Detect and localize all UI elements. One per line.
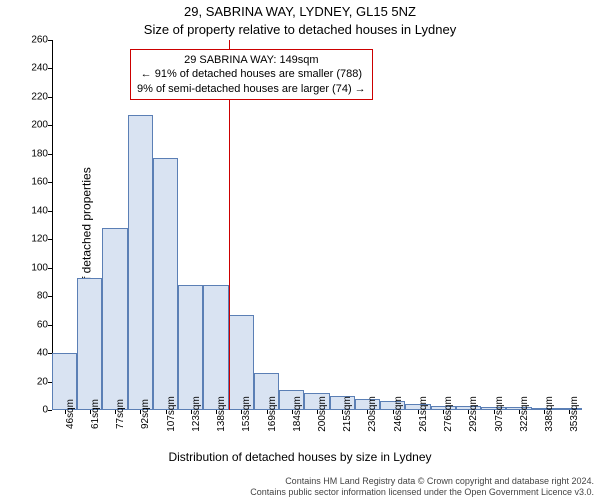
y-tick-label: 120 — [31, 234, 48, 245]
y-tick-mark — [48, 325, 52, 326]
annotation-line-1: 29 SABRINA WAY: 149sqm — [137, 53, 366, 67]
y-tick-mark — [48, 154, 52, 155]
x-tick-label: 46sqm — [65, 399, 76, 429]
y-tick-label: 100 — [31, 262, 48, 273]
histogram-bar — [203, 285, 228, 410]
x-tick-label: 353sqm — [569, 396, 580, 432]
x-tick-label: 169sqm — [267, 396, 278, 432]
x-tick-label: 246sqm — [393, 396, 404, 432]
y-tick-mark — [48, 125, 52, 126]
y-tick-label: 140 — [31, 205, 48, 216]
annotation-line-2: ← 91% of detached houses are smaller (78… — [137, 67, 366, 81]
y-tick-label: 200 — [31, 120, 48, 131]
y-tick-label: 40 — [37, 348, 48, 359]
histogram-bar — [153, 158, 178, 410]
y-tick-label: 260 — [31, 35, 48, 46]
y-tick-mark — [48, 40, 52, 41]
x-tick-label: 61sqm — [90, 399, 101, 429]
y-tick-label: 60 — [37, 319, 48, 330]
annotation-box: 29 SABRINA WAY: 149sqm ← 91% of detached… — [130, 49, 373, 100]
y-tick-mark — [48, 97, 52, 98]
x-tick-label: 322sqm — [519, 396, 530, 432]
x-tick-label: 338sqm — [544, 396, 555, 432]
footer-line-2: Contains public sector information licen… — [250, 487, 594, 498]
y-tick-mark — [48, 211, 52, 212]
annotation-line-3: 9% of semi-detached houses are larger (7… — [137, 82, 366, 96]
histogram-bar — [178, 285, 203, 410]
y-tick-mark — [48, 239, 52, 240]
x-tick-label: 153sqm — [241, 396, 252, 432]
x-tick-label: 292sqm — [468, 396, 479, 432]
x-tick-label: 276sqm — [443, 396, 454, 432]
x-tick-label: 261sqm — [418, 396, 429, 432]
y-tick-label: 20 — [37, 376, 48, 387]
x-tick-label: 77sqm — [115, 399, 126, 429]
footer-line-1: Contains HM Land Registry data © Crown c… — [250, 476, 594, 487]
x-tick-label: 200sqm — [317, 396, 328, 432]
subtitle: Size of property relative to detached ho… — [0, 22, 600, 37]
histogram-bar — [128, 115, 153, 410]
address-title: 29, SABRINA WAY, LYDNEY, GL15 5NZ — [0, 4, 600, 19]
y-tick-mark — [48, 296, 52, 297]
x-tick-label: 123sqm — [191, 396, 202, 432]
x-tick-label: 307sqm — [494, 396, 505, 432]
y-tick-label: 220 — [31, 91, 48, 102]
y-tick-label: 240 — [31, 63, 48, 74]
histogram-bar — [102, 228, 127, 410]
x-axis-label: Distribution of detached houses by size … — [0, 450, 600, 464]
chart-container: 29, SABRINA WAY, LYDNEY, GL15 5NZ Size o… — [0, 0, 600, 500]
x-tick-label: 215sqm — [342, 396, 353, 432]
footer: Contains HM Land Registry data © Crown c… — [250, 476, 594, 498]
y-tick-mark — [48, 68, 52, 69]
x-tick-label: 92sqm — [140, 399, 151, 429]
y-tick-mark — [48, 182, 52, 183]
x-tick-label: 107sqm — [166, 396, 177, 432]
y-tick-label: 180 — [31, 148, 48, 159]
x-tick-label: 184sqm — [292, 396, 303, 432]
y-tick-label: 80 — [37, 291, 48, 302]
y-tick-label: 160 — [31, 177, 48, 188]
y-tick-mark — [48, 268, 52, 269]
x-tick-label: 138sqm — [216, 396, 227, 432]
y-tick-mark — [48, 410, 52, 411]
x-tick-label: 230sqm — [367, 396, 378, 432]
histogram-bar — [77, 278, 102, 410]
